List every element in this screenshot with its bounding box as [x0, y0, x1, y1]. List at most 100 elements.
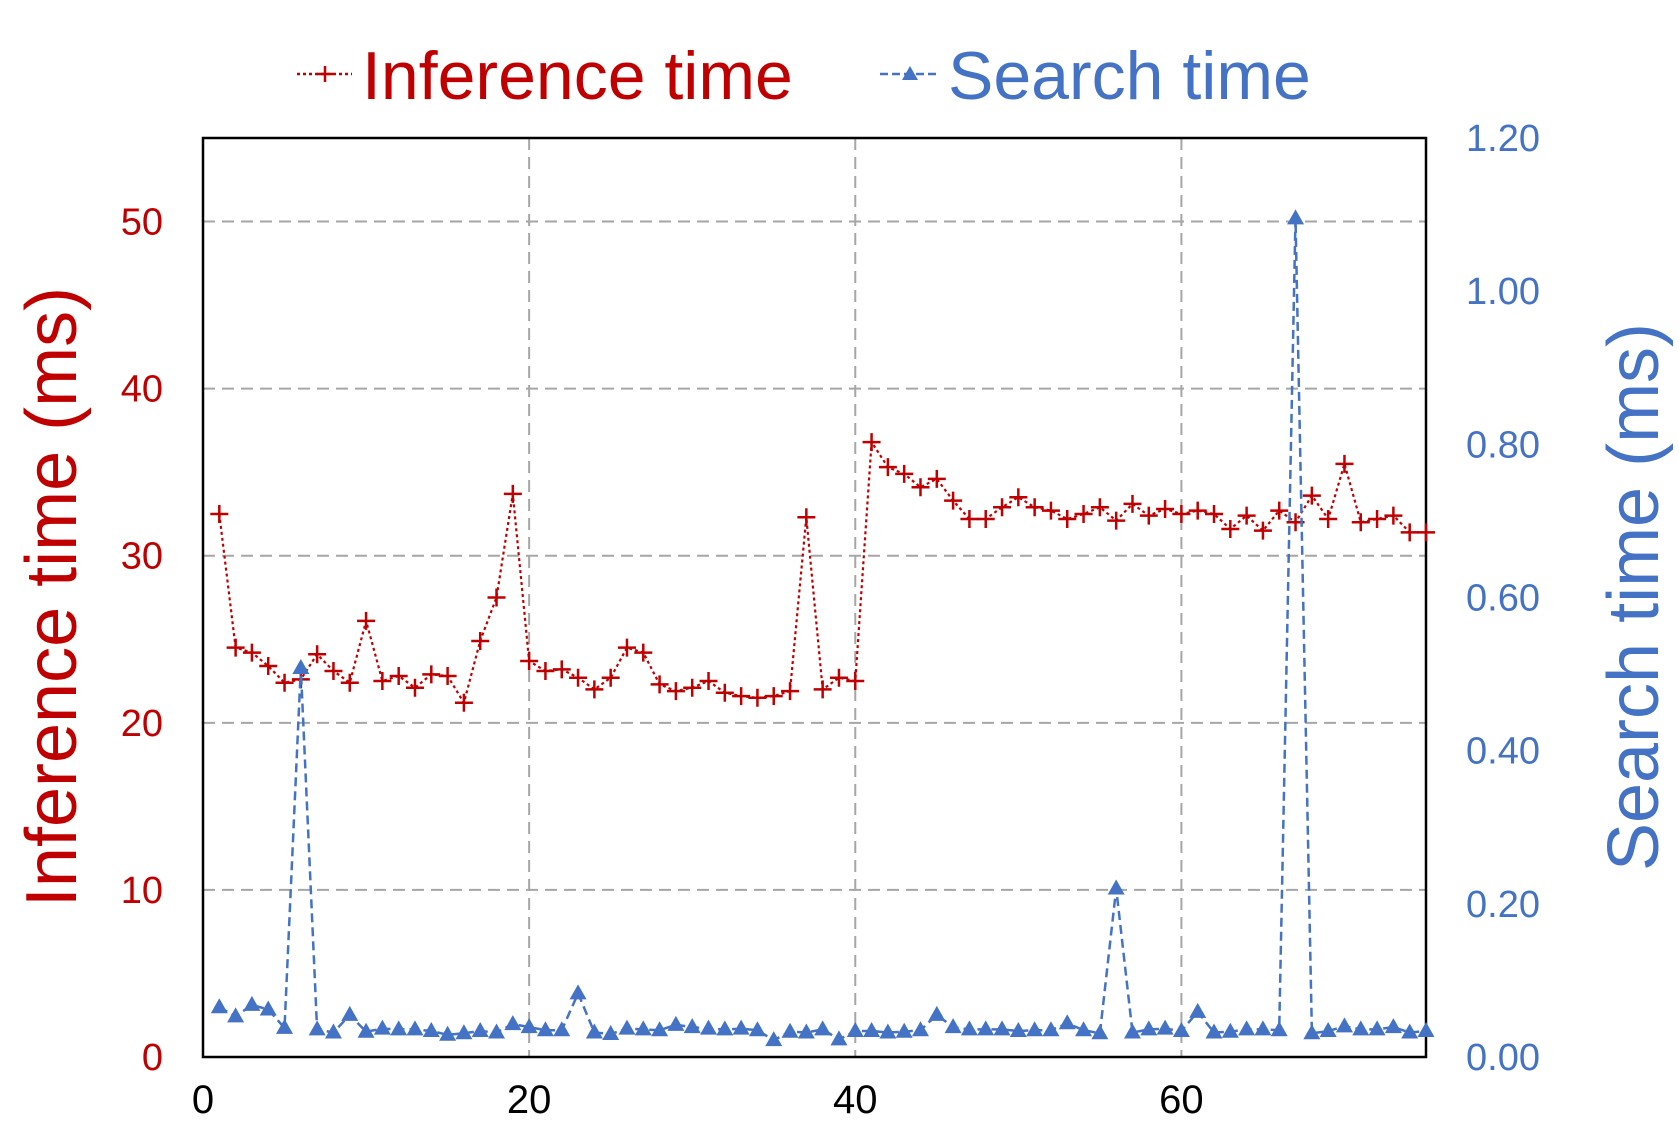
data-point: [308, 1020, 326, 1036]
data-point: [699, 672, 718, 691]
data-point: [617, 638, 636, 657]
data-point: [895, 464, 914, 483]
data-point: [944, 1018, 962, 1034]
data-point: [944, 491, 963, 510]
data-point: [1107, 879, 1125, 895]
data-point: [993, 498, 1012, 517]
data-point: [1238, 1020, 1256, 1036]
data-point: [1172, 1021, 1190, 1037]
data-point: [1319, 1021, 1337, 1037]
data-point: [324, 662, 343, 681]
data-point: [666, 682, 685, 701]
data-point: [732, 1019, 750, 1035]
data-point: [602, 1025, 620, 1041]
data-point: [911, 478, 930, 497]
series-line: [218, 218, 1427, 1042]
data-point: [814, 1020, 832, 1036]
right-tick-label: 0.80: [1466, 424, 1540, 466]
data-point: [1270, 501, 1289, 520]
data-point: [1368, 509, 1387, 528]
legend-label-inference: Inference time: [362, 38, 793, 114]
data-point: [1368, 1020, 1386, 1036]
data-point: [487, 588, 506, 607]
triangle-marker-icon: [902, 66, 918, 80]
data-point: [276, 1018, 294, 1034]
data-point: [862, 433, 881, 452]
data-point: [846, 1021, 864, 1037]
right-axis-title: Search time (ms): [1594, 323, 1674, 871]
data-point: [1254, 1020, 1272, 1036]
data-point: [553, 1021, 571, 1037]
data-point: [242, 643, 261, 662]
data-point: [911, 1021, 929, 1037]
data-point: [1384, 506, 1403, 525]
data-point: [878, 458, 897, 477]
data-point: [488, 1023, 506, 1039]
data-point: [226, 638, 245, 657]
data-point: [1156, 499, 1175, 518]
data-point: [1287, 209, 1305, 225]
data-point: [667, 1015, 685, 1031]
data-point: [504, 1015, 522, 1031]
data-point: [210, 504, 229, 523]
series-layer: [210, 209, 1435, 1047]
data-point: [960, 509, 979, 528]
data-point: [1401, 1023, 1419, 1039]
legend-item-inference: Inference time: [297, 38, 793, 114]
data-point: [1302, 486, 1321, 505]
data-point: [389, 667, 408, 686]
data-point: [1237, 506, 1256, 525]
data-point: [455, 1024, 473, 1040]
x-tick-label: 0: [192, 1078, 214, 1122]
data-point: [1025, 498, 1044, 517]
data-point: [700, 1019, 718, 1035]
data-point: [1352, 1020, 1370, 1036]
data-point: [683, 1018, 701, 1034]
data-point: [1075, 1021, 1093, 1037]
data-point: [764, 687, 783, 706]
data-point: [618, 1019, 636, 1035]
data-point: [601, 668, 620, 687]
data-point: [1417, 523, 1435, 542]
data-point: [634, 643, 653, 662]
data-point: [520, 1018, 538, 1034]
data-point: [1253, 521, 1272, 540]
data-point: [357, 1022, 375, 1038]
plus-marker-icon: [317, 66, 333, 82]
data-point: [1417, 1021, 1435, 1037]
data-point: [1400, 523, 1419, 542]
left-axis-ticks: 0 10 20 30 40 50: [121, 202, 163, 1079]
data-point: [1335, 454, 1354, 473]
data-point: [585, 1023, 603, 1039]
x-tick-label: 40: [833, 1078, 878, 1122]
left-tick-label: 10: [121, 870, 163, 912]
left-axis-title: Inference time (ms): [12, 287, 92, 907]
data-point: [1221, 1022, 1239, 1038]
data-point: [471, 631, 490, 650]
x-tick-label: 20: [507, 1078, 552, 1122]
legend: Inference time Search time: [297, 38, 1311, 114]
data-point: [1123, 1023, 1141, 1039]
data-point: [1172, 504, 1191, 523]
data-point: [292, 658, 310, 674]
left-tick-label: 40: [121, 369, 163, 411]
data-point: [993, 1020, 1011, 1036]
data-point: [210, 998, 228, 1014]
data-point: [454, 693, 473, 712]
right-tick-label: 0.00: [1466, 1037, 1540, 1079]
x-axis-ticks: 0 20 40 60: [192, 1078, 1204, 1122]
data-point: [960, 1020, 978, 1036]
data-point: [634, 1020, 652, 1036]
data-point: [1041, 501, 1060, 520]
data-point: [1319, 509, 1338, 528]
data-point: [976, 509, 995, 528]
data-point: [357, 611, 376, 630]
data-point: [275, 673, 294, 692]
data-point: [928, 1005, 946, 1021]
right-axis-ticks: 0.00 0.20 0.40 0.60 0.80 1.00 1.20: [1466, 118, 1540, 1079]
data-point: [227, 1007, 245, 1023]
data-point: [1140, 1020, 1158, 1036]
data-point: [830, 1030, 848, 1046]
data-point: [324, 1023, 342, 1039]
data-point: [569, 984, 587, 1000]
